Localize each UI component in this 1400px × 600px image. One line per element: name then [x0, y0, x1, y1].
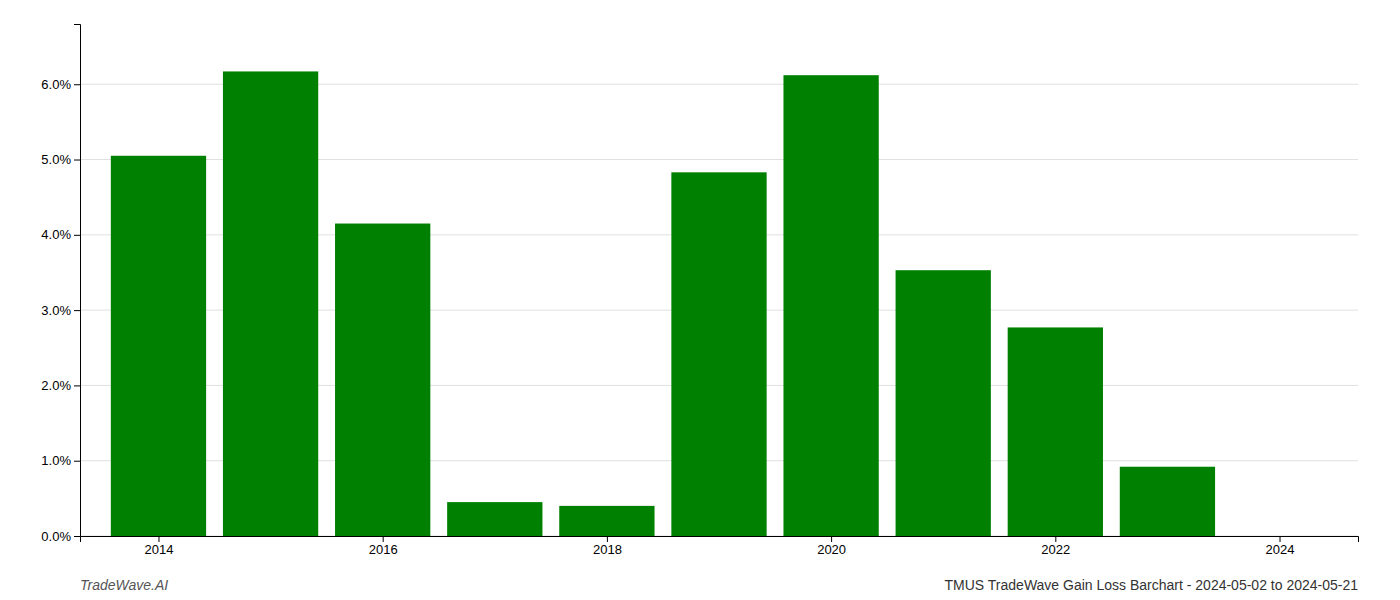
- x-tick-label: 2022: [1041, 542, 1070, 557]
- y-tick-mark: [74, 461, 80, 462]
- x-tick-label: 2024: [1266, 542, 1295, 557]
- bar: [1008, 327, 1103, 536]
- title: TMUS TradeWave Gain Loss Barchart - 2024…: [945, 577, 1359, 593]
- y-tick-mark: [74, 536, 80, 537]
- watermark: TradeWave.AI: [80, 577, 168, 593]
- y-tick-label: 4.0%: [41, 227, 71, 242]
- y-tick-mark: [74, 310, 80, 311]
- y-tick: 1.0%: [41, 453, 80, 468]
- x-axis-line: [81, 537, 1359, 543]
- bar: [559, 506, 654, 536]
- x-tick-mark: [1280, 536, 1281, 542]
- x-tick-label: 2014: [145, 542, 174, 557]
- x-tick-mark: [158, 536, 159, 542]
- y-tick-mark: [74, 160, 80, 161]
- x-tick: 2014: [145, 536, 174, 557]
- bar: [223, 71, 318, 536]
- y-tick-mark: [74, 385, 80, 386]
- bar: [896, 270, 991, 536]
- y-tick-label: 1.0%: [41, 453, 71, 468]
- y-tick-mark: [74, 235, 80, 236]
- x-tick: 2022: [1041, 536, 1070, 557]
- bar: [447, 502, 542, 536]
- y-axis-line: [74, 25, 81, 537]
- x-axis: 2014 2016 2018 2020 2022 2024: [81, 536, 1359, 557]
- bar: [671, 172, 766, 536]
- bar: [783, 75, 878, 536]
- y-tick-label: 3.0%: [41, 303, 71, 318]
- y-tick: 5.0%: [41, 152, 80, 167]
- y-tick: 2.0%: [41, 378, 80, 393]
- plot-area: [111, 71, 1215, 536]
- x-tick-label: 2016: [369, 542, 398, 557]
- y-tick: 0.0%: [41, 529, 80, 544]
- y-tick: 6.0%: [41, 77, 80, 92]
- bar: [335, 224, 430, 536]
- y-tick: 3.0%: [41, 303, 80, 318]
- y-tick: 4.0%: [41, 227, 80, 242]
- chart: 2014 2016 2018 2020 2022 2024 0.0% 1.0% 2.0% 3.0%…: [0, 0, 1400, 600]
- y-tick-label: 0.0%: [41, 529, 71, 544]
- x-tick: 2020: [817, 536, 846, 557]
- x-tick: 2024: [1266, 536, 1295, 557]
- bar: [111, 156, 206, 536]
- x-tick-mark: [383, 536, 384, 542]
- x-tick-label: 2018: [593, 542, 622, 557]
- x-tick-mark: [607, 536, 608, 542]
- y-tick-mark: [74, 84, 80, 85]
- y-tick-label: 5.0%: [41, 152, 71, 167]
- bar: [1232, 536, 1327, 537]
- bar: [1120, 467, 1215, 536]
- y-tick-label: 2.0%: [41, 378, 71, 393]
- y-axis: 0.0% 1.0% 2.0% 3.0% 4.0% 5.0% 6.0%: [41, 25, 80, 544]
- x-tick-mark: [1055, 536, 1056, 542]
- x-tick-label: 2020: [817, 542, 846, 557]
- x-tick-mark: [831, 536, 832, 542]
- x-tick: 2016: [369, 536, 398, 557]
- y-tick-label: 6.0%: [41, 77, 71, 92]
- x-tick: 2018: [593, 536, 622, 557]
